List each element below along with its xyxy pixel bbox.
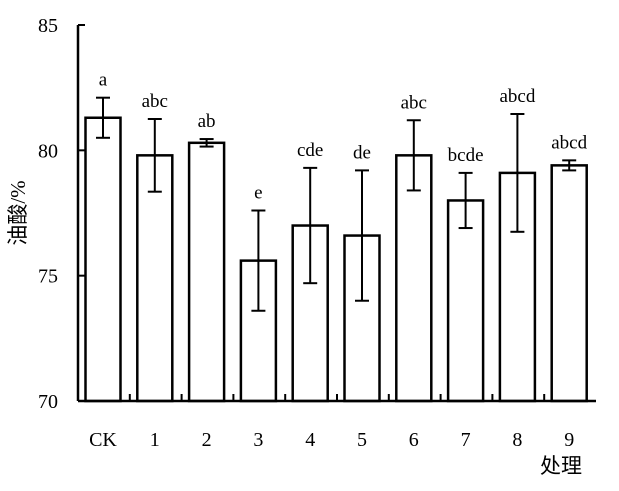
y-tick-label: 80 <box>38 140 58 162</box>
y-axis-label: 油酸/% <box>6 180 30 245</box>
x-tick-label: 7 <box>461 429 471 451</box>
x-tick-label: 2 <box>202 429 212 451</box>
significance-label: a <box>99 70 108 91</box>
significance-label: bcde <box>448 145 484 166</box>
bar <box>187 141 226 403</box>
y-tick-label: 85 <box>38 15 58 37</box>
x-tick-label: CK <box>89 429 117 451</box>
significance-label: e <box>254 182 262 203</box>
x-tick-label: 8 <box>512 429 522 451</box>
x-tick-label: 3 <box>253 429 263 451</box>
bar <box>84 116 122 403</box>
bar <box>446 199 485 403</box>
bar <box>395 154 433 403</box>
x-tick-label: 5 <box>357 429 367 451</box>
significance-label: abcd <box>551 132 587 153</box>
y-ticks-group: 70 75 80 85 <box>38 15 85 413</box>
bars-group <box>84 116 588 403</box>
significance-label: abc <box>401 92 427 113</box>
x-tick-label: 9 <box>564 429 574 451</box>
error-bars-group <box>96 96 577 312</box>
significance-label: cde <box>297 140 323 161</box>
x-tick-label: 6 <box>409 429 419 451</box>
bar <box>550 164 588 403</box>
y-tick-label: 70 <box>38 391 58 413</box>
significance-labels-group: a abc ab e cde de abc bcde abcd abcd <box>99 70 588 204</box>
significance-label: de <box>353 142 371 163</box>
significance-label: abc <box>142 91 168 112</box>
x-ticks-group: CK 1 2 3 4 5 6 7 8 9 <box>89 394 574 451</box>
bar <box>343 234 381 403</box>
x-axis-label: 处理 <box>540 454 582 478</box>
significance-label: abcd <box>499 86 535 107</box>
significance-label: ab <box>198 111 216 132</box>
x-tick-label: 4 <box>305 429 315 451</box>
x-tick-label: 1 <box>150 429 160 451</box>
y-tick-label: 75 <box>38 266 58 288</box>
